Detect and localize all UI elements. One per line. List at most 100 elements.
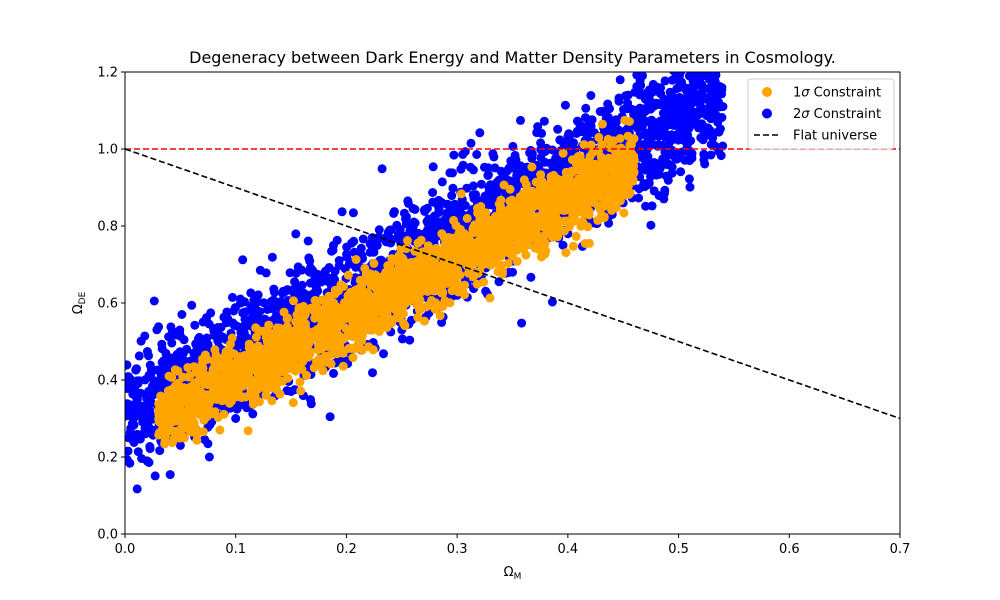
data-point (460, 201, 470, 210)
data-point (142, 456, 152, 466)
data-point (466, 138, 476, 148)
data-point (144, 351, 153, 361)
data-point (643, 152, 653, 162)
legend-marker (762, 108, 772, 119)
data-point (449, 150, 459, 160)
data-point (146, 397, 156, 407)
data-point (231, 414, 241, 423)
data-point (200, 379, 209, 389)
data-point (204, 452, 214, 462)
data-point (687, 72, 697, 78)
data-point (180, 433, 189, 443)
data-point (607, 202, 616, 211)
data-point (228, 292, 237, 302)
data-point (241, 392, 251, 402)
data-point (132, 484, 142, 494)
data-point (365, 239, 375, 249)
data-point (646, 220, 656, 230)
data-point (706, 150, 716, 160)
data-point (343, 270, 353, 280)
data-point (576, 207, 586, 217)
data-point (153, 406, 163, 416)
data-point (438, 300, 448, 310)
data-point (296, 312, 306, 322)
data-point (462, 256, 472, 266)
data-point (134, 351, 144, 361)
data-point (400, 321, 410, 331)
data-point (472, 150, 482, 159)
data-point (718, 29, 727, 38)
data-point (311, 282, 321, 292)
data-point (597, 140, 607, 150)
data-point (431, 243, 441, 253)
data-point (646, 104, 656, 114)
data-point (553, 124, 563, 134)
data-point (520, 163, 530, 173)
data-point (536, 170, 546, 180)
data-point (369, 258, 379, 268)
data-point (232, 404, 242, 414)
data-point (568, 241, 578, 251)
data-point (310, 295, 320, 305)
data-point (611, 118, 621, 127)
x-axis-label: ΩM (504, 565, 522, 582)
data-point (267, 252, 277, 262)
data-point (132, 395, 142, 405)
data-point (262, 337, 272, 347)
data-point (645, 160, 655, 170)
data-point (275, 357, 285, 367)
data-point (325, 412, 335, 422)
data-point (225, 339, 235, 349)
data-point (132, 406, 142, 416)
data-point (374, 232, 384, 242)
data-point (660, 76, 670, 86)
data-point (320, 312, 330, 321)
data-point (170, 381, 180, 391)
data-point (145, 442, 155, 451)
data-point (348, 301, 358, 311)
data-point (663, 145, 673, 155)
data-point (189, 408, 199, 418)
data-point (172, 350, 182, 359)
data-point (348, 208, 358, 218)
data-point (694, 90, 704, 100)
data-point (357, 297, 367, 307)
data-point (579, 140, 589, 150)
data-point (468, 181, 478, 191)
data-point (620, 115, 630, 125)
data-point (304, 253, 314, 263)
data-point (644, 93, 654, 103)
data-point (674, 110, 684, 119)
data-point (297, 280, 307, 290)
data-point (632, 87, 642, 97)
data-point (189, 362, 199, 372)
data-point (531, 230, 541, 240)
y-tick-label: 0.0 (97, 528, 118, 543)
data-point (238, 308, 248, 318)
data-point (586, 140, 596, 150)
data-point (614, 93, 624, 103)
data-point (436, 250, 446, 259)
data-point (502, 212, 512, 222)
data-point (615, 75, 625, 85)
data-point (179, 335, 189, 345)
data-point (476, 179, 486, 189)
data-point (288, 398, 298, 408)
data-point (490, 163, 500, 173)
data-point (147, 428, 156, 438)
data-point (445, 204, 455, 214)
data-point (564, 222, 574, 232)
data-point (452, 252, 462, 262)
data-point (326, 350, 336, 359)
data-point (429, 223, 439, 233)
data-point (324, 273, 334, 283)
data-point (676, 167, 686, 177)
data-point (609, 171, 619, 181)
data-point (309, 329, 319, 339)
data-point (259, 298, 269, 308)
data-point (704, 107, 714, 117)
data-point (356, 243, 366, 253)
data-point (629, 156, 639, 166)
data-point (527, 162, 537, 172)
data-point (601, 194, 611, 204)
